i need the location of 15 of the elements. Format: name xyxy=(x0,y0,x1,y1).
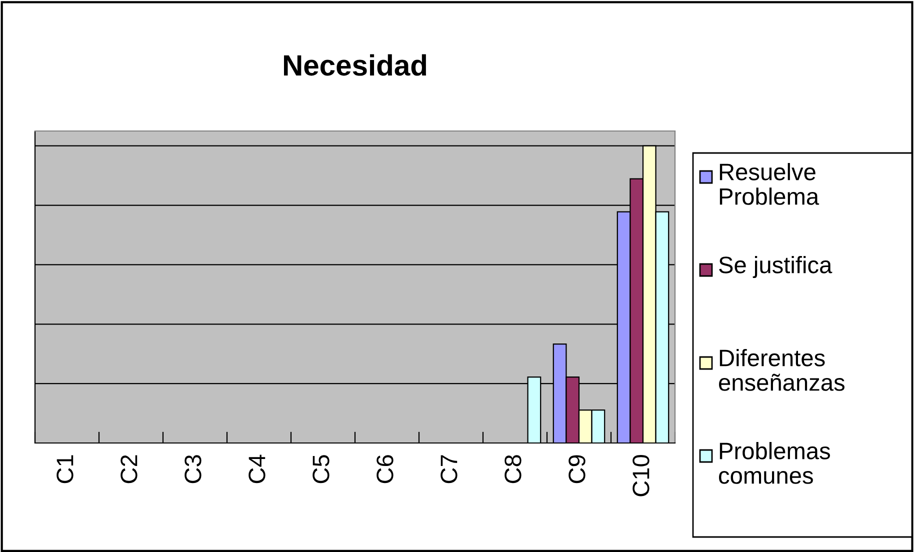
x-tick-label: C8 xyxy=(504,455,522,484)
legend-label: Resuelve Problema xyxy=(720,163,820,205)
x-tick-label: C1 xyxy=(56,455,74,484)
chart-title: Necesidad xyxy=(284,54,426,76)
x-tick-label: C6 xyxy=(376,455,394,484)
x-tick-label: C5 xyxy=(312,455,330,484)
legend-label: Se justifica xyxy=(719,256,832,278)
legend-label: Problemas comunes xyxy=(719,442,830,484)
x-tick-label: C10 xyxy=(632,455,650,496)
x-tick-label: C7 xyxy=(440,455,458,484)
x-tick-label: C3 xyxy=(184,455,202,484)
legend-label: Diferentes enseñanzas xyxy=(719,349,844,391)
x-tick-label: C4 xyxy=(248,454,266,484)
x-tick-label: C2 xyxy=(120,455,138,484)
x-tick-label: C9 xyxy=(568,455,586,484)
